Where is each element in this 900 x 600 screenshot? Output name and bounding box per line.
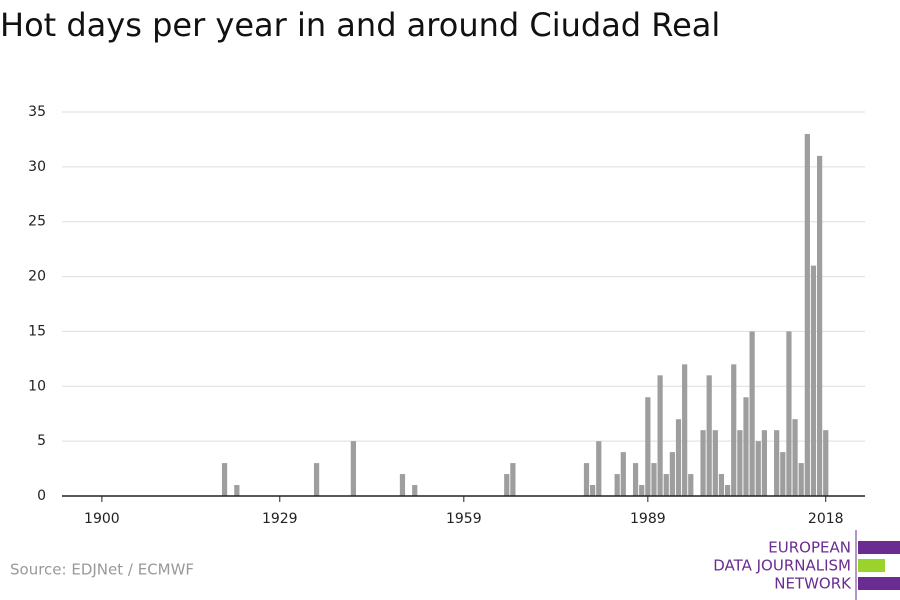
bar: [675, 419, 682, 496]
bar: [313, 463, 320, 496]
bar: [590, 485, 596, 496]
bar: [583, 463, 590, 496]
bar: [712, 430, 718, 496]
bar: [663, 474, 669, 496]
y-tick-label: 15: [28, 323, 46, 339]
bar: [510, 463, 516, 496]
bar: [234, 485, 240, 496]
y-tick-label: 30: [28, 159, 46, 175]
bar: [816, 155, 823, 496]
logo-bar: [858, 559, 885, 572]
bar: [706, 375, 712, 496]
y-tick-label: 25: [28, 214, 46, 230]
bar: [780, 452, 786, 496]
bar: [774, 430, 780, 496]
bar: [657, 375, 663, 496]
bar: [688, 474, 694, 496]
bar: [632, 463, 639, 496]
bar: [718, 474, 725, 496]
bar: [798, 463, 804, 496]
logo-text: DATA JOURNALISM: [713, 557, 851, 575]
bar: [700, 430, 706, 496]
bar: [221, 463, 228, 496]
bar: [645, 397, 651, 496]
bar: [731, 364, 737, 496]
y-tick-label: 10: [28, 378, 46, 394]
bar: [620, 452, 626, 496]
x-tick-label: 1989: [630, 511, 666, 527]
bar: [823, 430, 829, 496]
bar: [412, 485, 418, 496]
bar: [614, 474, 620, 496]
bar: [639, 485, 645, 496]
x-tick-label: 2018: [808, 511, 844, 527]
bar: [786, 331, 792, 496]
source: Source: EDJNet / ECMWF: [10, 561, 194, 579]
x-tick-label: 1959: [446, 511, 482, 527]
x-tick-label: 1900: [84, 511, 120, 527]
y-tick-label: 0: [37, 488, 46, 504]
x-tick-label: 1929: [262, 511, 298, 527]
bar: [804, 133, 810, 496]
logo-text: NETWORK: [774, 575, 852, 593]
bar: [761, 430, 768, 496]
logo-bar: [858, 541, 900, 554]
bar: [504, 474, 510, 496]
bar: [792, 419, 798, 496]
logo-text: EUROPEAN: [768, 539, 851, 557]
y-tick-label: 5: [37, 433, 46, 449]
bar: [350, 441, 356, 496]
bar: [669, 452, 675, 496]
bar: [596, 441, 602, 496]
bar: [651, 463, 657, 496]
bar: [724, 485, 731, 496]
bar: [682, 364, 688, 496]
bar: [810, 265, 817, 496]
bar: [737, 430, 743, 496]
bar: [749, 331, 755, 496]
y-tick-label: 20: [28, 269, 46, 285]
y-tick-label: 35: [28, 104, 46, 120]
bar: [755, 441, 761, 496]
bar: [743, 397, 749, 496]
chart-title: Hot days per year in and around Ciudad R…: [0, 6, 720, 44]
logo-bar: [858, 577, 900, 590]
bar: [399, 474, 406, 496]
